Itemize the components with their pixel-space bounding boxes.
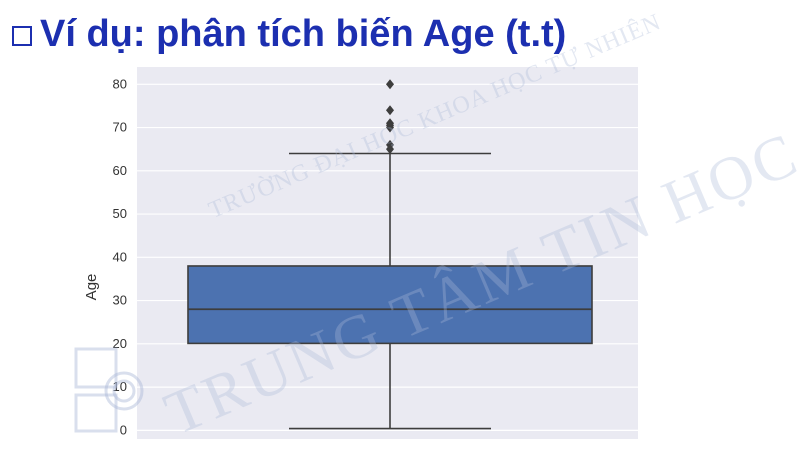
y-tick-label: 30 <box>113 293 127 308</box>
checkbox-bullet-icon <box>12 26 32 46</box>
outlier-point <box>386 79 394 90</box>
iqr-box <box>187 265 593 345</box>
slide-title: Ví dụ: phân tích biến Age (t.t) <box>12 8 566 60</box>
y-axis-label: Age <box>83 274 100 301</box>
y-tick-label: 80 <box>113 76 127 91</box>
boxplot <box>187 79 593 430</box>
y-tick-label: 40 <box>113 249 127 264</box>
y-tick-label: 20 <box>113 336 127 351</box>
outlier-point <box>386 105 394 116</box>
outlier-point <box>386 118 394 129</box>
y-tick-label: 10 <box>113 379 127 394</box>
y-tick-labels: 0 10 20 30 40 50 60 70 80 <box>113 76 127 437</box>
y-tick-label: 60 <box>113 163 127 178</box>
outlier-point <box>386 139 394 150</box>
y-tick-label: 0 <box>120 422 127 437</box>
y-tick-label: 70 <box>113 120 127 135</box>
slide-title-text: Ví dụ: phân tích biến Age (t.t) <box>40 12 567 55</box>
y-tick-label: 50 <box>113 206 127 221</box>
